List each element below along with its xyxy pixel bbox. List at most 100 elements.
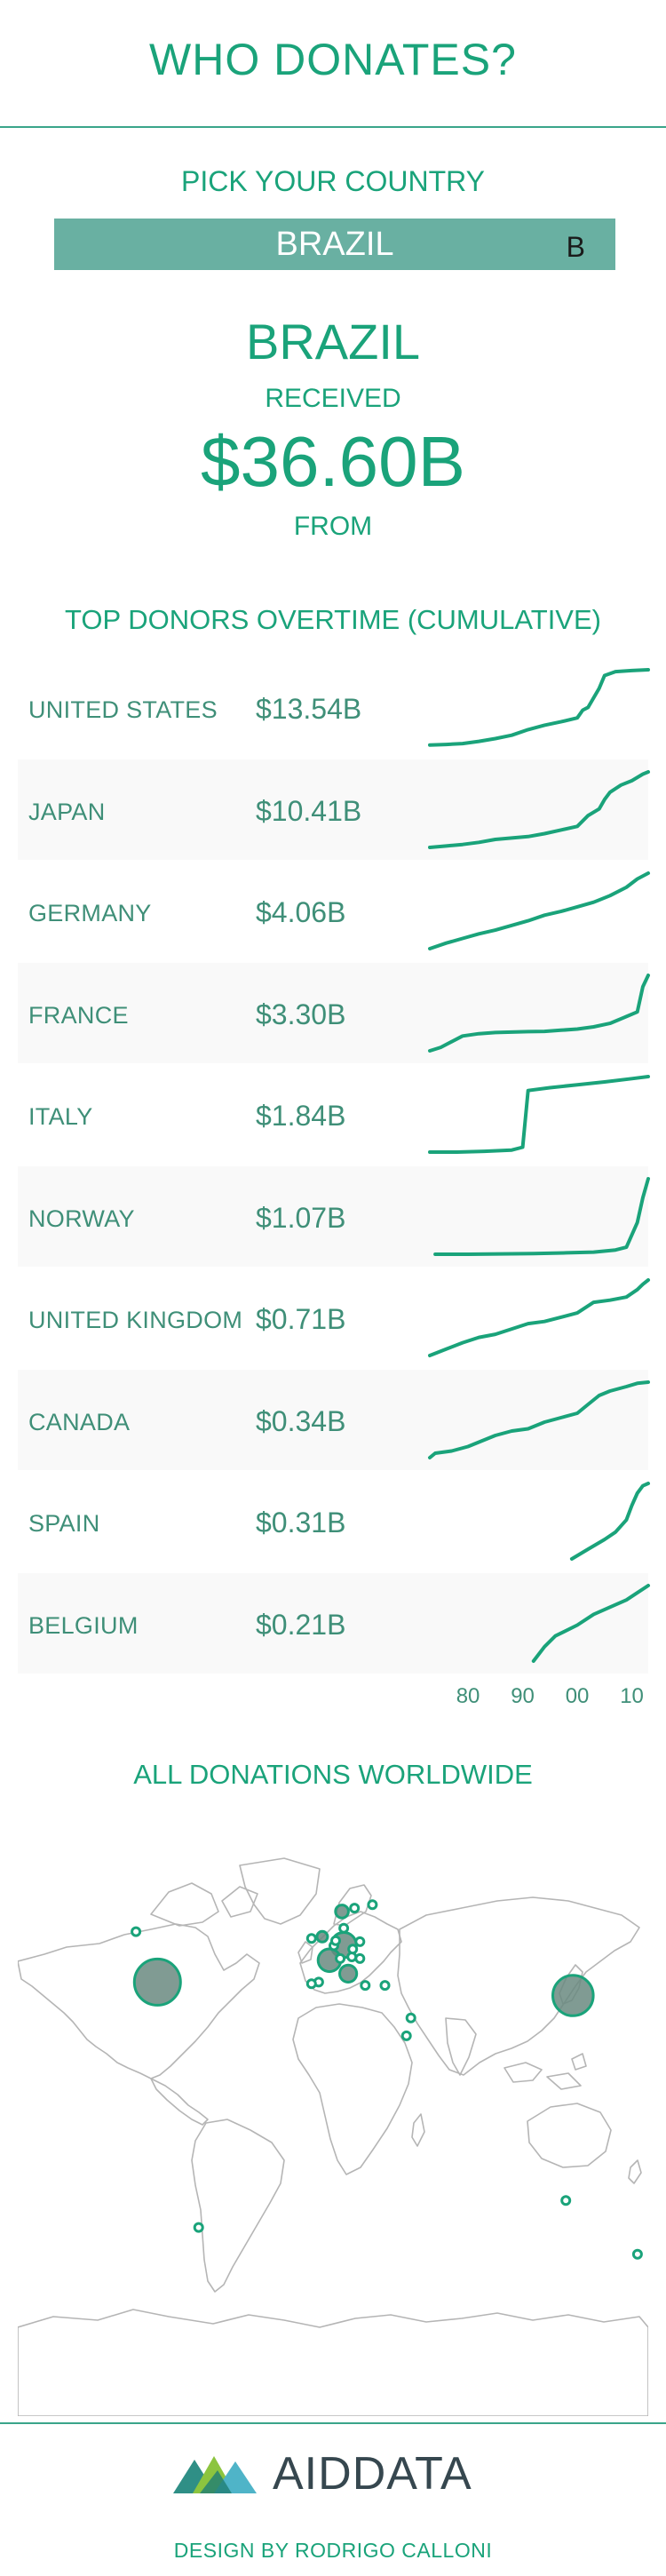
donor-bubble[interactable] [338,1922,350,1934]
donor-bubble[interactable] [379,1980,391,1992]
donor-bubble[interactable] [315,1929,329,1944]
donor-bubble[interactable] [631,2248,643,2260]
map-north-america [18,1923,260,2079]
donor-total: $4.06B [256,896,346,928]
donor-bubble[interactable] [560,2195,572,2206]
donor-sparkline [569,1482,650,1561]
design-credit: DESIGN BY RODRIGO CALLONI [173,2539,493,2562]
map-new-zealand [628,2159,642,2184]
donor-bubble[interactable] [367,1899,378,1911]
donor-row: GERMANY $4.06B [18,861,650,961]
donor-bubble[interactable] [132,1957,182,2007]
donor-bubble[interactable] [193,2222,204,2233]
logo-aid: AID [273,2448,353,2500]
country-select-caret[interactable]: B [566,231,585,263]
donor-sparkline [428,871,650,950]
donor-total: $0.21B [256,1608,346,1641]
donor-total: $3.30B [256,998,346,1030]
map-asia [397,1896,640,2076]
country-picker-label: PICK YOUR COUNTRY [181,165,485,197]
sparkline-series [428,1075,650,1154]
donor-row: UNITED KINGDOM $0.71B [18,1268,650,1368]
map-southeast-asia-islands [503,2053,587,2090]
map-title: ALL DONATIONS WORLDWIDE [133,1759,533,1790]
donor-sparkline [531,1583,650,1663]
x-tick-label: 90 [511,1684,535,1708]
map-scandinavia [333,1884,372,1927]
donor-bubble[interactable] [335,1952,346,1964]
donor-bubble[interactable] [400,2030,412,2041]
donor-name: JAPAN [28,798,106,825]
donor-bubble[interactable] [334,1904,350,1920]
x-tick-label: 10 [620,1684,644,1708]
donor-name: UNITED STATES [28,696,218,723]
world-donations-map [18,1857,648,2416]
donor-bubble[interactable] [360,1980,371,1992]
donor-sparkline [433,1176,650,1256]
sparkline-series [531,1583,650,1663]
map-antarctica [18,2309,648,2416]
aiddata-mountains-icon [173,2456,257,2493]
donor-name: NORWAY [28,1205,135,1232]
chart-title: TOP DONORS OVERTIME (CUMULATIVE) [64,604,601,635]
aiddata-wordmark: AIDDATA [273,2447,472,2500]
sparkline-series [428,1379,650,1459]
sparkline-series [428,973,650,1053]
logo-data: DATA [352,2448,472,2500]
footer-divider [0,2422,666,2424]
map-bubbles [131,1899,643,2260]
donor-row: SPAIN $0.31B [18,1471,650,1571]
selected-country-heading: BRAZIL [245,314,421,370]
x-tick-label: 80 [456,1684,480,1708]
donor-total: $0.34B [256,1404,346,1437]
sparkline-series [428,668,650,747]
donor-bubble[interactable] [405,2012,416,2023]
donor-name: ITALY [28,1103,93,1130]
map-greenland [239,1857,321,1925]
donor-total: $1.07B [256,1201,346,1234]
donor-bubble[interactable] [305,1933,317,1944]
sparkline-series [428,769,650,849]
country-select[interactable]: BRAZIL B [54,219,615,270]
donor-total: $0.71B [256,1303,346,1335]
received-label: RECEIVED [265,384,401,413]
map-madagascar [411,2113,425,2147]
donor-total: $10.41B [256,794,362,827]
donor-bubble[interactable] [338,1963,359,1984]
donor-total: $0.31B [256,1507,346,1538]
donor-row: UNITED STATES $13.54B [18,657,650,758]
donor-sparkline [428,973,650,1053]
donor-bubble[interactable] [354,1936,366,1947]
donor-row: JAPAN $10.41B [18,759,650,860]
donor-total: $1.84B [256,1100,346,1132]
country-select-value: BRAZIL [275,226,394,263]
map-british-isles [297,1941,313,1964]
donor-bubble[interactable] [347,1944,359,1955]
map-central-america [150,2078,209,2126]
donor-row: NORWAY $1.07B [18,1165,650,1267]
donor-bubble[interactable] [349,1903,361,1914]
donor-bubble[interactable] [330,1935,341,1946]
donor-row: ITALY $1.84B [18,1064,650,1165]
sparkline-series [428,871,650,950]
donor-name: BELGIUM [28,1611,139,1639]
sparkline-series [433,1176,650,1256]
donor-row: FRANCE $3.30B [18,962,650,1063]
donor-total: $13.54B [256,693,362,725]
aiddata-logo: AIDDATA [173,2447,493,2500]
donor-name: GERMANY [28,900,152,926]
map-arctic-islands [150,1882,258,1927]
donor-name: UNITED KINGDOM [28,1307,243,1333]
donor-name: FRANCE [28,1001,129,1029]
donor-bubble[interactable] [131,1926,142,1937]
donor-sparkline [428,1379,650,1459]
sparkline-series [569,1482,650,1561]
x-tick-label: 00 [565,1684,590,1708]
donor-bubble[interactable] [354,1952,366,1964]
donor-sparkline [428,668,650,747]
donor-bubble[interactable] [305,1978,317,1990]
from-label: FROM [293,512,373,541]
page-title: WHO DONATES? [149,35,517,84]
donor-bubble[interactable] [551,1974,595,2017]
map-africa [292,2003,413,2175]
